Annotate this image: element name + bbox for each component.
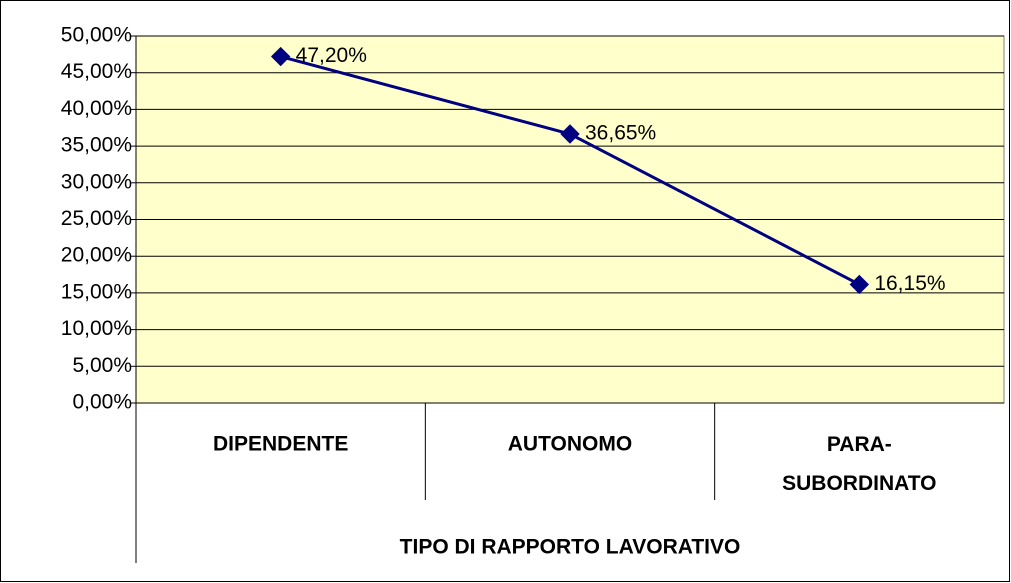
y-tick-label: 25,00% bbox=[61, 207, 132, 230]
data-label: 47,20% bbox=[296, 44, 367, 67]
marker bbox=[270, 46, 291, 67]
y-tick-label: 0,00% bbox=[72, 391, 132, 414]
x-tick-label: PARA-SUBORDINATO bbox=[782, 433, 936, 495]
y-tick-label: 40,00% bbox=[61, 97, 132, 120]
y-tick-label: 5,00% bbox=[72, 354, 132, 377]
data-label: 16,15% bbox=[874, 272, 945, 295]
marker bbox=[560, 124, 580, 144]
y-tick-label: 15,00% bbox=[61, 280, 132, 303]
x-tick-label: DIPENDENTE bbox=[213, 433, 348, 456]
data-label: 36,65% bbox=[585, 122, 656, 145]
y-tick-label: 20,00% bbox=[61, 244, 132, 267]
y-tick-label: 35,00% bbox=[61, 134, 132, 157]
x-tick-label: AUTONOMO bbox=[508, 433, 632, 456]
y-tick-label: 50,00% bbox=[61, 24, 132, 47]
y-tick-label: 10,00% bbox=[61, 317, 132, 340]
y-tick-label: 45,00% bbox=[61, 60, 132, 83]
marker bbox=[849, 274, 870, 295]
x-axis-title: TIPO DI RAPPORTO LAVORATIVO bbox=[400, 536, 741, 559]
y-tick-label: 30,00% bbox=[61, 170, 132, 193]
